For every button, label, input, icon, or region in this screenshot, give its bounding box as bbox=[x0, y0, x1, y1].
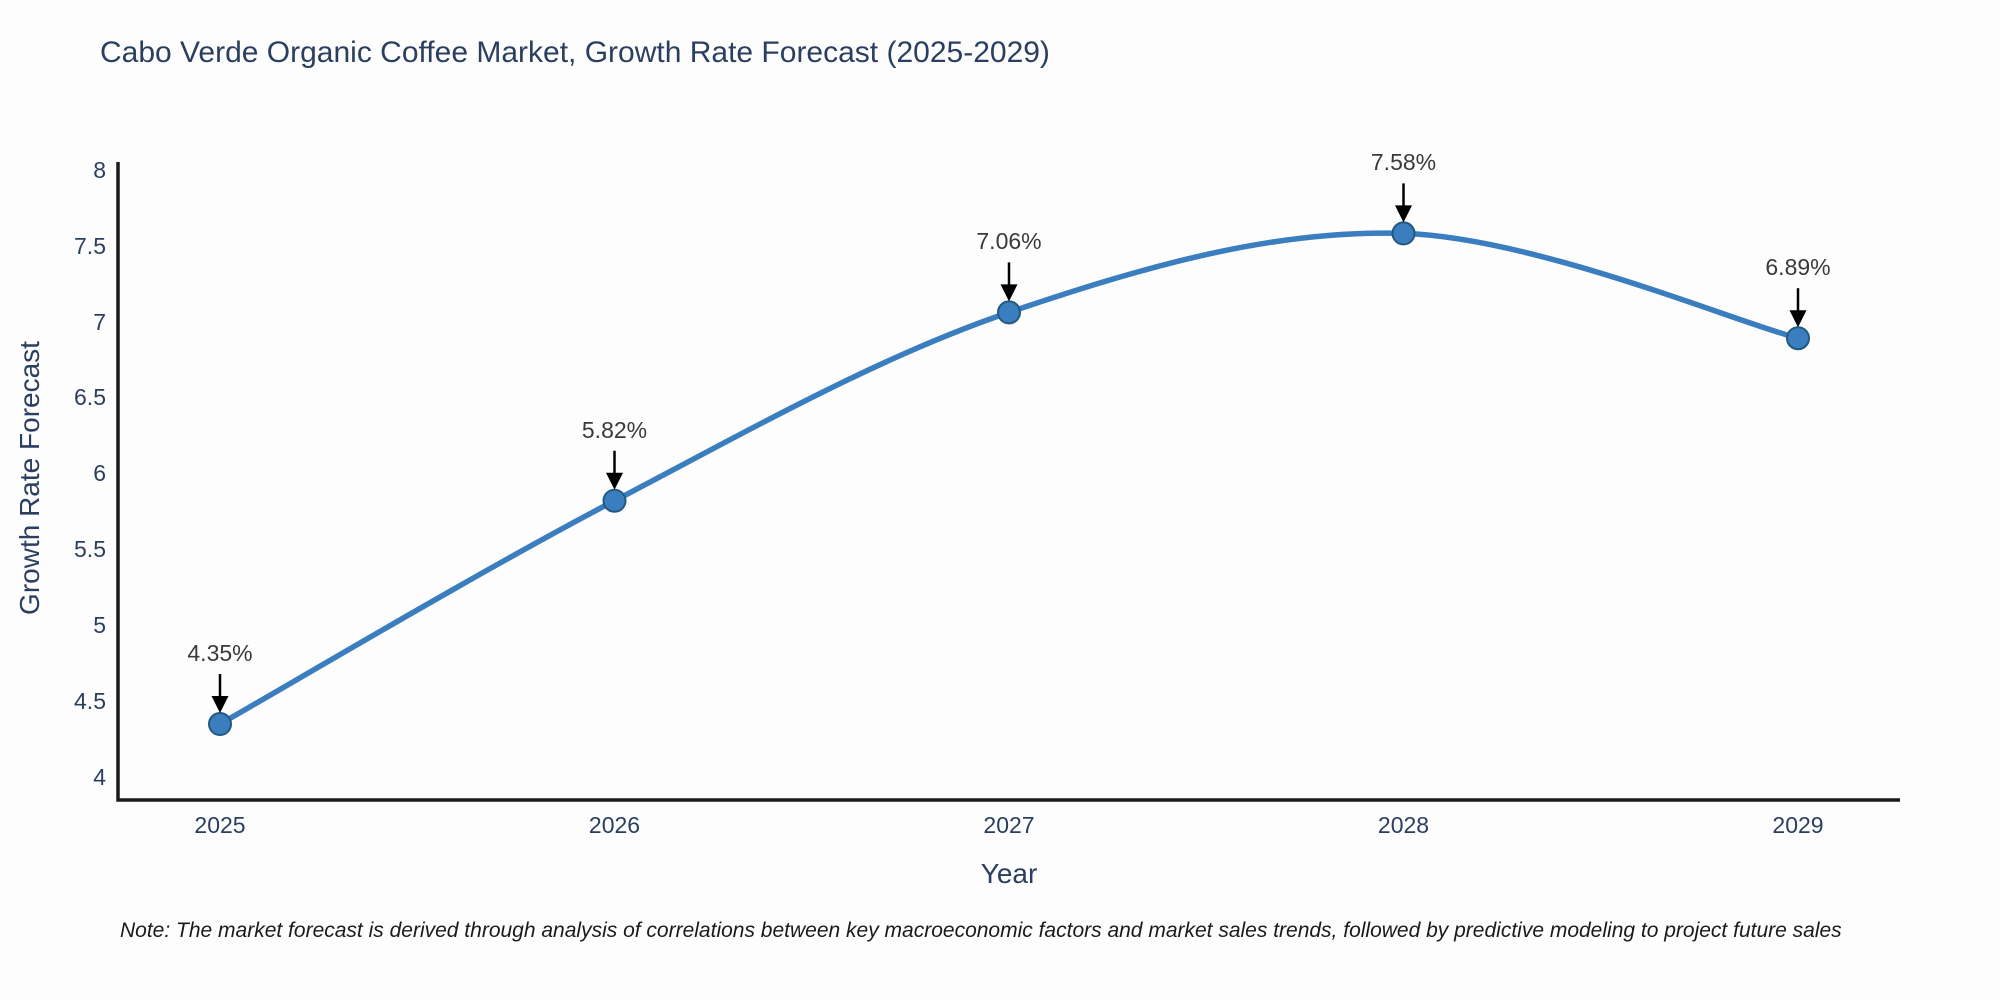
point-value-label-2025: 4.35% bbox=[187, 640, 253, 667]
x-tick-label-2025: 2025 bbox=[194, 812, 246, 838]
y-tick-label: 5 bbox=[93, 612, 106, 639]
data-point-marker-2027[interactable] bbox=[997, 300, 1021, 325]
y-tick-label: 5.5 bbox=[74, 536, 106, 563]
annotation-arrowhead-icon bbox=[1000, 284, 1018, 302]
point-value-label-2026: 5.82% bbox=[581, 416, 648, 443]
y-tick-label: 4 bbox=[93, 764, 106, 791]
point-value-label-2028: 7.58% bbox=[1370, 149, 1437, 176]
x-tick-label-2027: 2027 bbox=[983, 812, 1035, 838]
annotation-arrowhead-icon bbox=[211, 696, 229, 714]
footnote: Note: The market forecast is derived thr… bbox=[120, 919, 1842, 942]
point-value-label-2029: 6.89% bbox=[1765, 254, 1831, 281]
data-point-marker-2028[interactable] bbox=[1391, 221, 1416, 246]
y-tick-label: 8 bbox=[93, 156, 106, 183]
y-tick-label: 4.5 bbox=[74, 688, 106, 715]
x-axis-title: Year bbox=[980, 858, 1038, 889]
data-point-marker-2025[interactable] bbox=[208, 712, 232, 737]
data-point-marker-2026[interactable] bbox=[602, 488, 627, 513]
data-point-marker-2029[interactable] bbox=[1786, 326, 1810, 351]
x-tick-label-2026: 2026 bbox=[588, 812, 641, 838]
point-value-label-2027: 7.06% bbox=[976, 228, 1042, 255]
annotation-arrowhead-icon bbox=[1789, 310, 1807, 328]
x-tick-label-2029: 2029 bbox=[1772, 812, 1824, 838]
y-tick-label: 7.5 bbox=[74, 232, 106, 259]
annotation-arrowhead-icon bbox=[606, 472, 623, 490]
y-tick-label: 6 bbox=[93, 460, 106, 487]
y-tick-label: 6.5 bbox=[74, 384, 106, 411]
y-tick-label: 7 bbox=[93, 308, 106, 335]
axis-lines bbox=[116, 162, 1900, 802]
annotation-arrowhead-icon bbox=[1395, 205, 1412, 223]
chart-title: Cabo Verde Organic Coffee Market, Growth… bbox=[100, 36, 1050, 69]
x-tick-label-2028: 2028 bbox=[1377, 812, 1430, 838]
